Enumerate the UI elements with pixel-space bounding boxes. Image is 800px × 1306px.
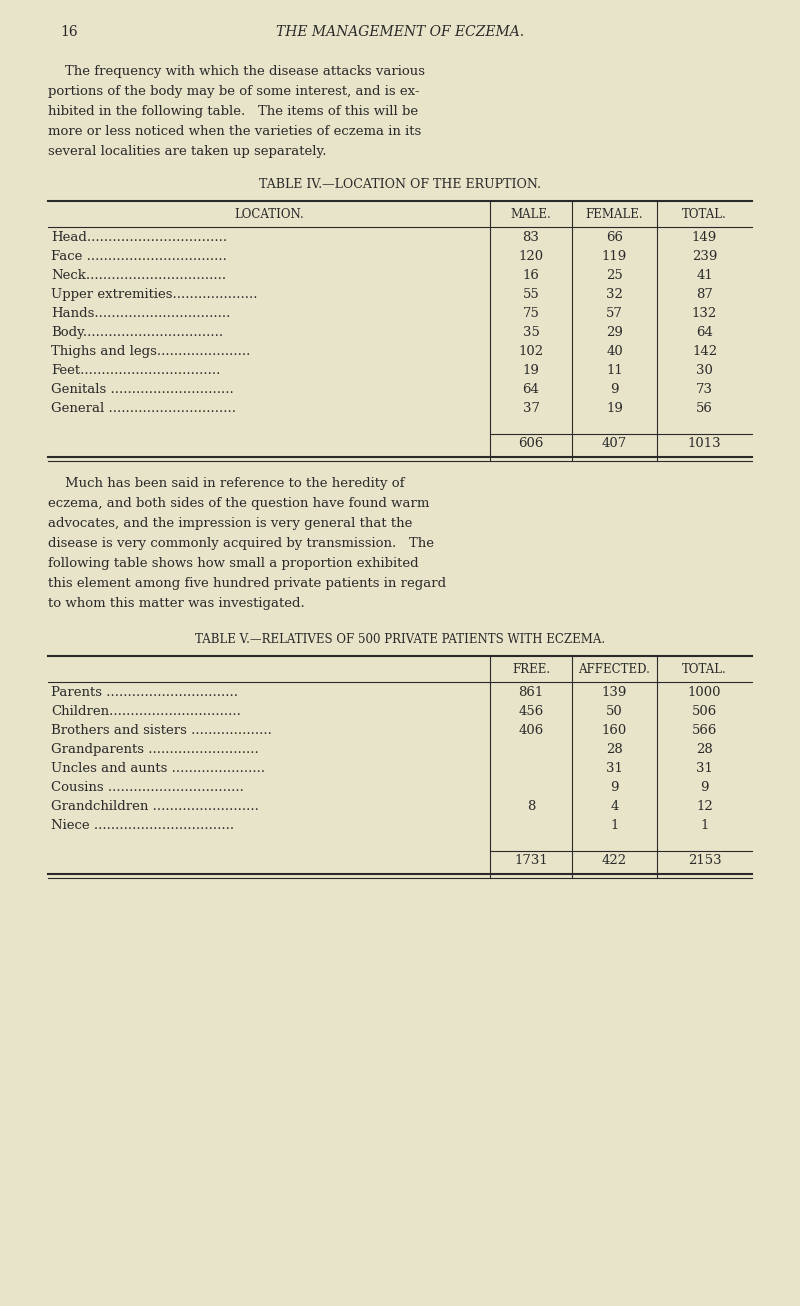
Text: 9: 9 — [610, 383, 618, 396]
Text: FREE.: FREE. — [512, 663, 550, 677]
Text: Upper extremities....................: Upper extremities.................... — [51, 289, 258, 300]
Text: 29: 29 — [606, 326, 623, 340]
Text: 120: 120 — [518, 249, 543, 263]
Text: Parents ...............................: Parents ............................... — [51, 686, 238, 699]
Text: Grandparents ..........................: Grandparents .......................... — [51, 743, 258, 756]
Text: hibited in the following table.   The items of this will be: hibited in the following table. The item… — [48, 104, 418, 118]
Text: AFFECTED.: AFFECTED. — [578, 663, 650, 677]
Text: Face .................................: Face ................................. — [51, 249, 227, 263]
Text: 9: 9 — [700, 781, 709, 794]
Text: portions of the body may be of some interest, and is ex-: portions of the body may be of some inte… — [48, 85, 419, 98]
Text: 87: 87 — [696, 289, 713, 300]
Text: FEMALE.: FEMALE. — [586, 208, 643, 221]
Text: 16: 16 — [60, 25, 78, 39]
Text: 25: 25 — [606, 269, 623, 282]
Text: Hands................................: Hands................................ — [51, 307, 230, 320]
Text: THE MANAGEMENT OF ECZEMA.: THE MANAGEMENT OF ECZEMA. — [276, 25, 524, 39]
Text: The frequency with which the disease attacks various: The frequency with which the disease att… — [48, 65, 425, 78]
Text: 142: 142 — [692, 345, 717, 358]
Text: Feet.................................: Feet................................. — [51, 364, 220, 377]
Text: 8: 8 — [527, 801, 535, 814]
Text: 566: 566 — [692, 724, 717, 737]
Text: 31: 31 — [606, 761, 623, 774]
Text: 102: 102 — [518, 345, 543, 358]
Text: 1731: 1731 — [514, 854, 548, 867]
Text: disease is very commonly acquired by transmission.   The: disease is very commonly acquired by tra… — [48, 537, 434, 550]
Text: 119: 119 — [602, 249, 627, 263]
Text: TABLE V.—RELATIVES OF 500 PRIVATE PATIENTS WITH ECZEMA.: TABLE V.—RELATIVES OF 500 PRIVATE PATIEN… — [195, 633, 605, 646]
Text: 149: 149 — [692, 231, 717, 244]
Text: Body.................................: Body................................. — [51, 326, 223, 340]
Text: 406: 406 — [518, 724, 544, 737]
Text: General ..............................: General .............................. — [51, 402, 236, 415]
Text: TABLE IV.—LOCATION OF THE ERUPTION.: TABLE IV.—LOCATION OF THE ERUPTION. — [259, 178, 541, 191]
Text: 37: 37 — [522, 402, 539, 415]
Text: 56: 56 — [696, 402, 713, 415]
Text: 40: 40 — [606, 345, 623, 358]
Text: 32: 32 — [606, 289, 623, 300]
Text: 64: 64 — [696, 326, 713, 340]
Text: 55: 55 — [522, 289, 539, 300]
Text: 19: 19 — [522, 364, 539, 377]
Text: 28: 28 — [696, 743, 713, 756]
Text: 83: 83 — [522, 231, 539, 244]
Text: Much has been said in reference to the heredity of: Much has been said in reference to the h… — [48, 477, 405, 490]
Text: 456: 456 — [518, 705, 544, 718]
Text: advocates, and the impression is very general that the: advocates, and the impression is very ge… — [48, 517, 412, 530]
Text: 12: 12 — [696, 801, 713, 814]
Text: Uncles and aunts ......................: Uncles and aunts ...................... — [51, 761, 265, 774]
Text: 1013: 1013 — [688, 438, 722, 451]
Text: eczema, and both sides of the question have found warm: eczema, and both sides of the question h… — [48, 498, 430, 511]
Text: 75: 75 — [522, 307, 539, 320]
Text: Neck.................................: Neck................................. — [51, 269, 226, 282]
Text: Niece .................................: Niece ................................. — [51, 819, 234, 832]
Text: 57: 57 — [606, 307, 623, 320]
Text: 1000: 1000 — [688, 686, 722, 699]
Text: several localities are taken up separately.: several localities are taken up separate… — [48, 145, 326, 158]
Text: 239: 239 — [692, 249, 717, 263]
Text: Head.................................: Head................................. — [51, 231, 227, 244]
Text: LOCATION.: LOCATION. — [234, 208, 304, 221]
Text: 73: 73 — [696, 383, 713, 396]
Text: 422: 422 — [602, 854, 627, 867]
Text: 28: 28 — [606, 743, 623, 756]
Text: Brothers and sisters ...................: Brothers and sisters ................... — [51, 724, 272, 737]
Text: 64: 64 — [522, 383, 539, 396]
Text: TOTAL.: TOTAL. — [682, 663, 727, 677]
Text: MALE.: MALE. — [510, 208, 551, 221]
Text: 139: 139 — [602, 686, 627, 699]
Text: Genitals .............................: Genitals ............................. — [51, 383, 234, 396]
Text: 11: 11 — [606, 364, 623, 377]
Text: Grandchildren .........................: Grandchildren ......................... — [51, 801, 259, 814]
Text: 41: 41 — [696, 269, 713, 282]
Text: 606: 606 — [518, 438, 544, 451]
Text: Cousins ................................: Cousins ................................ — [51, 781, 244, 794]
Text: TOTAL.: TOTAL. — [682, 208, 727, 221]
Text: 9: 9 — [610, 781, 618, 794]
Text: following table shows how small a proportion exhibited: following table shows how small a propor… — [48, 556, 418, 569]
Text: 16: 16 — [522, 269, 539, 282]
Text: to whom this matter was investigated.: to whom this matter was investigated. — [48, 597, 305, 610]
Text: 4: 4 — [610, 801, 618, 814]
Text: 1: 1 — [610, 819, 618, 832]
Text: 160: 160 — [602, 724, 627, 737]
Text: 50: 50 — [606, 705, 623, 718]
Text: 35: 35 — [522, 326, 539, 340]
Text: Thighs and legs......................: Thighs and legs...................... — [51, 345, 250, 358]
Text: more or less noticed when the varieties of eczema in its: more or less noticed when the varieties … — [48, 125, 422, 138]
Text: 31: 31 — [696, 761, 713, 774]
Text: 1: 1 — [700, 819, 709, 832]
Text: 2153: 2153 — [688, 854, 722, 867]
Text: 66: 66 — [606, 231, 623, 244]
Text: 506: 506 — [692, 705, 717, 718]
Text: 30: 30 — [696, 364, 713, 377]
Text: 19: 19 — [606, 402, 623, 415]
Text: 407: 407 — [602, 438, 627, 451]
Text: 132: 132 — [692, 307, 717, 320]
Text: 861: 861 — [518, 686, 544, 699]
Text: Children...............................: Children............................... — [51, 705, 241, 718]
Text: this element among five hundred private patients in regard: this element among five hundred private … — [48, 577, 446, 590]
